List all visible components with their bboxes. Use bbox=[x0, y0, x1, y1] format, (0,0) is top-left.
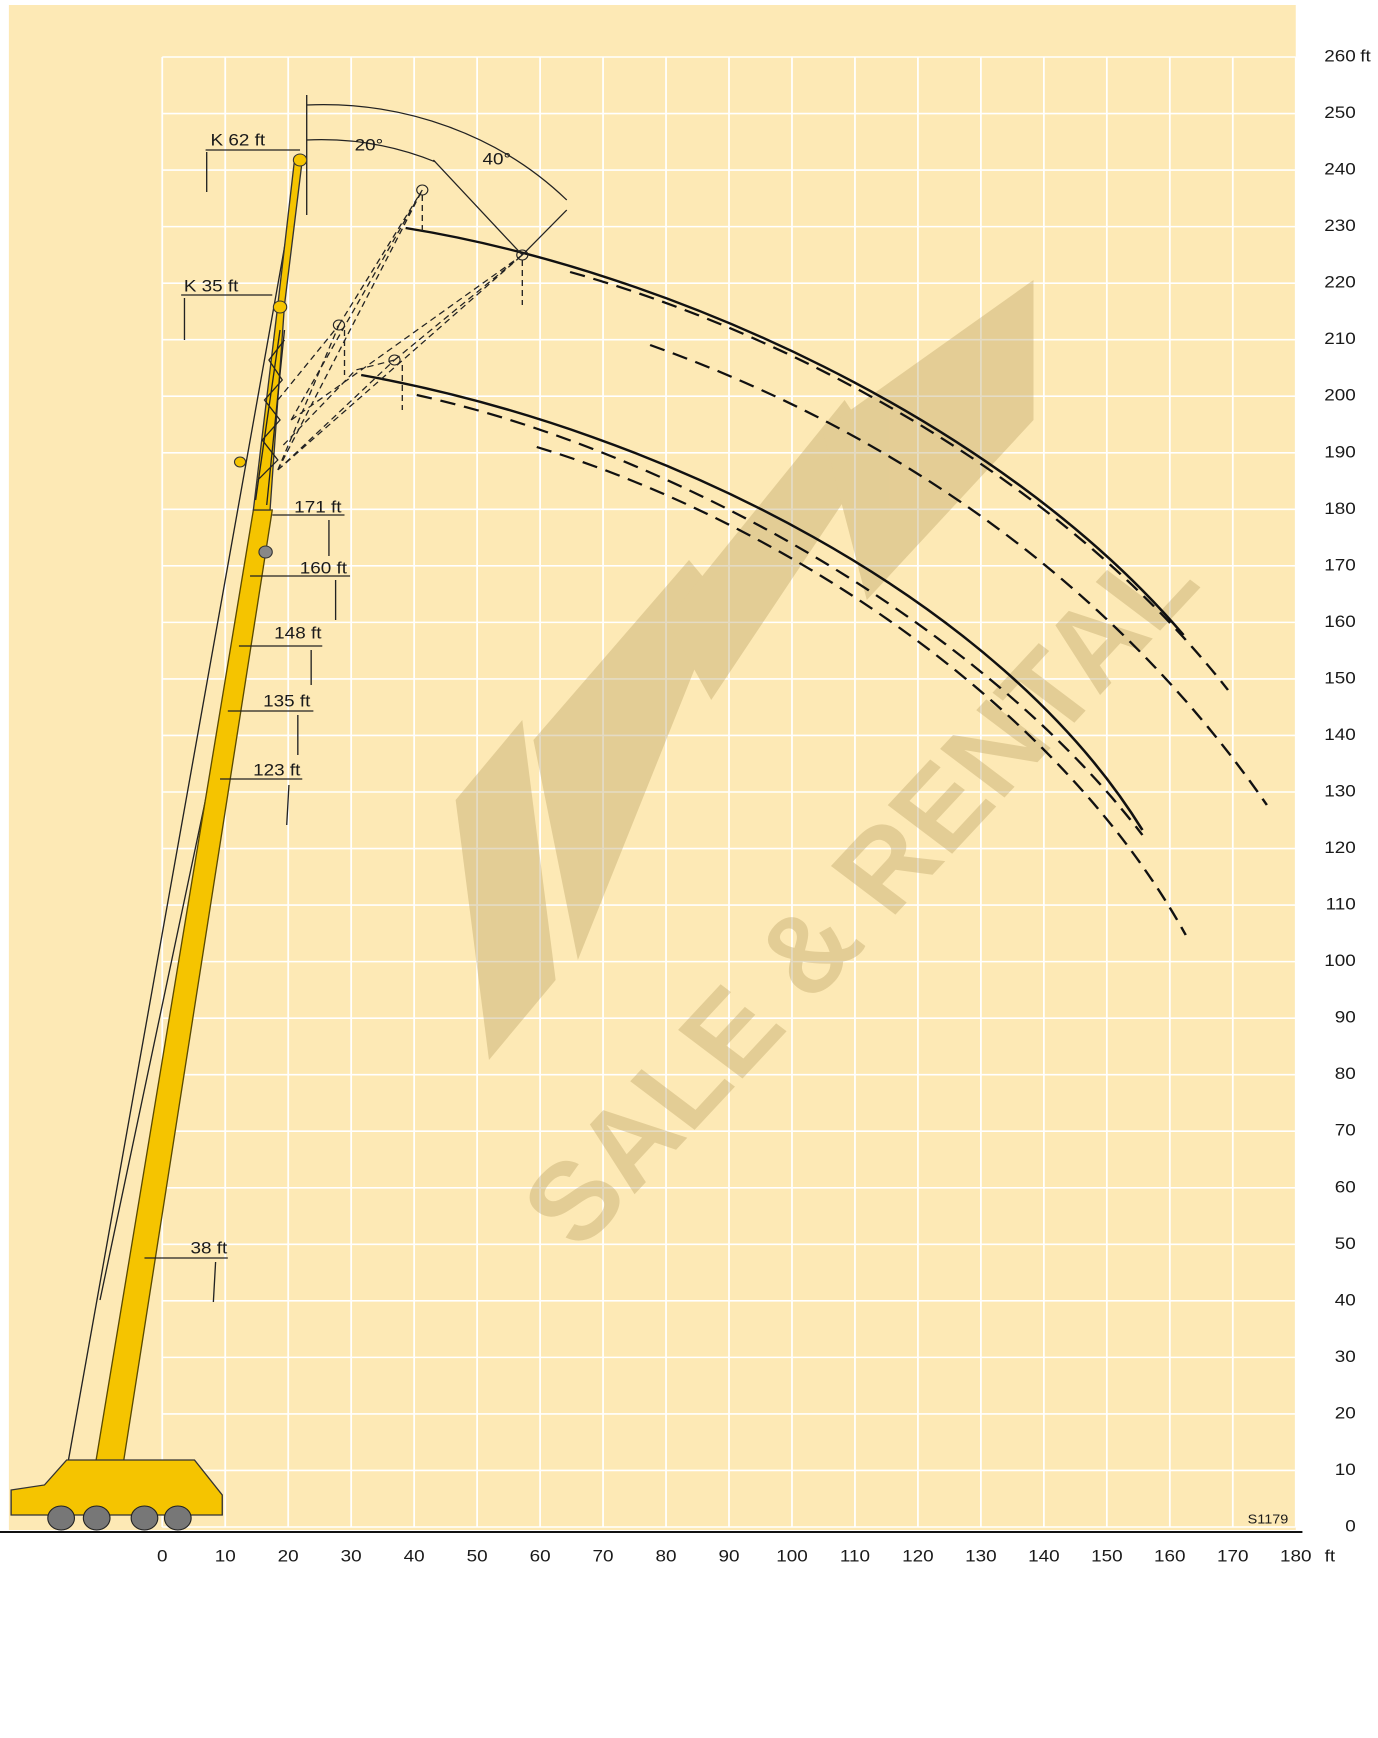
y-tick-label: 250 bbox=[1324, 103, 1356, 122]
y-unit: ft bbox=[1360, 46, 1371, 65]
code-label: S1179 bbox=[1248, 1512, 1289, 1526]
y-tick-label: 80 bbox=[1335, 1064, 1356, 1083]
annotation: 148 ft bbox=[274, 623, 321, 642]
x-tick-label: 20 bbox=[278, 1546, 299, 1565]
x-tick-label: 10 bbox=[215, 1546, 236, 1565]
x-tick-label: 180 bbox=[1280, 1546, 1312, 1565]
x-tick-label: 90 bbox=[718, 1546, 739, 1565]
y-tick-label: 110 bbox=[1326, 894, 1356, 913]
annotation: 20° bbox=[355, 135, 384, 154]
x-tick-label: 120 bbox=[902, 1546, 934, 1565]
x-tick-label: 0 bbox=[157, 1546, 168, 1565]
x-tick-label: 30 bbox=[341, 1546, 362, 1565]
x-tick-label: 150 bbox=[1091, 1546, 1123, 1565]
y-tick-label: 200 bbox=[1324, 386, 1356, 405]
x-tick-label: 60 bbox=[530, 1546, 551, 1565]
y-tick-label: 150 bbox=[1324, 668, 1356, 687]
x-tick-label: 130 bbox=[965, 1546, 997, 1565]
x-tick-label: 70 bbox=[593, 1546, 614, 1565]
y-tick-label: 190 bbox=[1324, 442, 1356, 461]
y-tick-label: 120 bbox=[1324, 838, 1356, 857]
y-tick-label: 230 bbox=[1324, 216, 1356, 235]
y-tick-label: 220 bbox=[1324, 273, 1356, 292]
x-tick-label: 110 bbox=[840, 1546, 870, 1565]
y-tick-label: 170 bbox=[1324, 555, 1356, 574]
x-tick-label: 100 bbox=[776, 1546, 808, 1565]
annotation: 171 ft bbox=[294, 497, 341, 516]
annotation: 160 ft bbox=[300, 558, 347, 577]
annotation: 40° bbox=[482, 149, 511, 168]
y-tick-label: 260 bbox=[1324, 46, 1356, 65]
y-tick-label: 60 bbox=[1335, 1177, 1356, 1196]
annotation: 135 ft bbox=[263, 691, 310, 710]
y-tick-label: 210 bbox=[1324, 329, 1356, 348]
x-tick-label: 140 bbox=[1028, 1546, 1060, 1565]
y-tick-label: 140 bbox=[1324, 725, 1356, 744]
x-tick-label: 80 bbox=[656, 1546, 677, 1565]
x-tick-label: 50 bbox=[467, 1546, 488, 1565]
y-tick-label: 90 bbox=[1335, 1008, 1356, 1027]
y-tick-label: 240 bbox=[1324, 159, 1356, 178]
chart: SALE & RENTAL K 62 ft K 35 ft 20° 40° 17… bbox=[0, 0, 1378, 1738]
y-tick-label: 130 bbox=[1324, 781, 1356, 800]
annotation: K 35 ft bbox=[184, 276, 239, 295]
y-tick-label: 70 bbox=[1335, 1121, 1356, 1140]
y-tick-label: 20 bbox=[1335, 1403, 1356, 1422]
y-tick-label: 100 bbox=[1324, 951, 1356, 970]
x-tick-label: 170 bbox=[1217, 1546, 1249, 1565]
y-tick-label: 30 bbox=[1335, 1347, 1356, 1366]
y-tick-label: 180 bbox=[1324, 499, 1356, 518]
y-tick-label: 50 bbox=[1335, 1234, 1356, 1253]
y-tick-label: 40 bbox=[1335, 1290, 1356, 1309]
y-tick-label: 10 bbox=[1335, 1460, 1356, 1479]
y-tick-label: 160 bbox=[1324, 612, 1356, 631]
annotation: 123 ft bbox=[253, 760, 300, 779]
annotation: K 62 ft bbox=[211, 130, 266, 149]
y-tick-label: 0 bbox=[1345, 1516, 1356, 1535]
annotation: 38 ft bbox=[191, 1238, 228, 1257]
x-tick-label: 40 bbox=[404, 1546, 425, 1565]
x-tick-label: 160 bbox=[1154, 1546, 1186, 1565]
x-unit: ft bbox=[1325, 1546, 1336, 1565]
